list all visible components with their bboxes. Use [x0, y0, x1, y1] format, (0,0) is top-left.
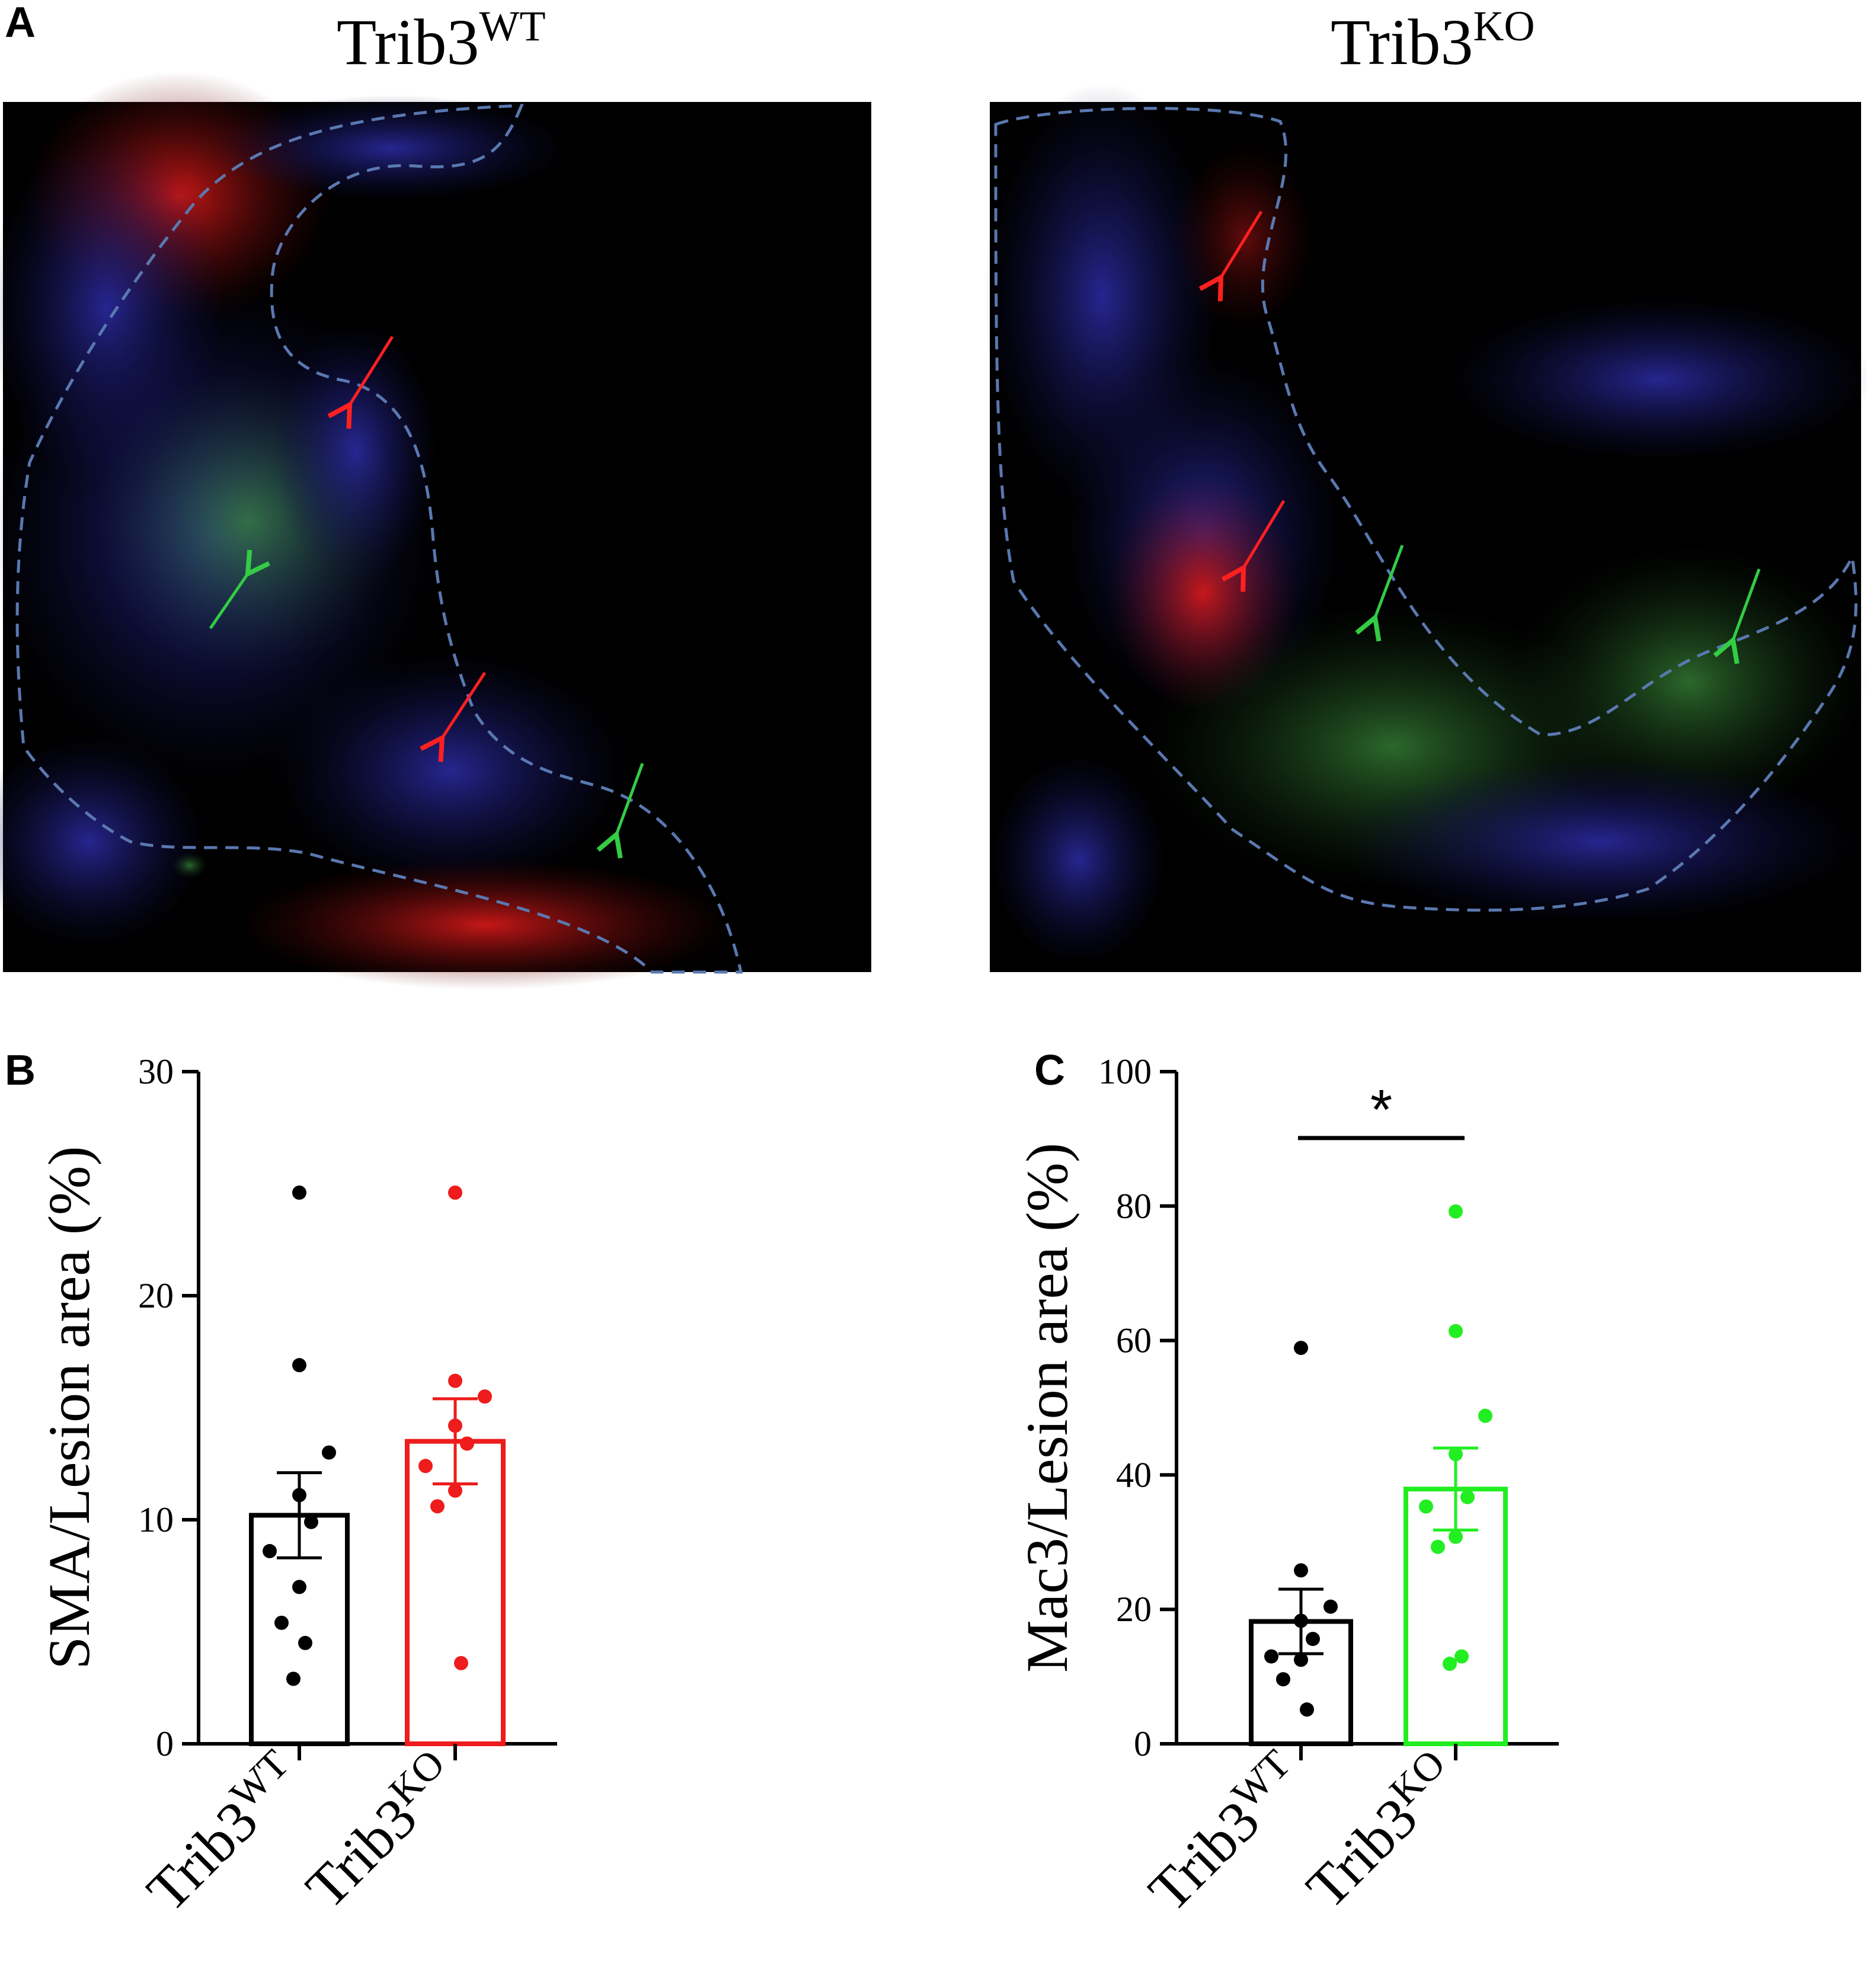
data-point	[448, 1483, 462, 1498]
panel-letter-a: A	[5, 0, 36, 46]
y-tick-label: 10	[138, 1500, 174, 1539]
data-point	[1294, 1341, 1308, 1356]
data-point	[1264, 1649, 1278, 1664]
y-tick-label: 40	[1116, 1455, 1152, 1494]
y-tick-label: 20	[1116, 1590, 1152, 1629]
data-point	[454, 1655, 468, 1670]
x-category-label: Trib3WT	[132, 1741, 315, 1924]
y-axis-title: Mac3/Lesion area (%)	[1014, 1143, 1080, 1673]
y-axis-title: SMA/Lesion area (%)	[36, 1146, 102, 1669]
data-point	[1300, 1702, 1314, 1717]
y-tick-label: 0	[156, 1724, 174, 1763]
data-point	[430, 1499, 445, 1514]
data-point	[1419, 1499, 1433, 1514]
data-point	[1443, 1657, 1457, 1671]
data-point	[1431, 1539, 1445, 1554]
data-point	[1460, 1490, 1475, 1504]
data-point	[1294, 1653, 1308, 1667]
x-category-label: Trib3WT	[1133, 1741, 1316, 1924]
data-point	[448, 1185, 462, 1200]
data-point	[1294, 1563, 1308, 1578]
y-tick-label: 30	[138, 1052, 174, 1091]
data-point	[460, 1436, 474, 1451]
micrograph-ko	[984, 83, 1867, 972]
panel-letter-b: B	[5, 1047, 36, 1094]
data-point	[298, 1635, 312, 1650]
panel-letter-c: C	[1034, 1047, 1065, 1094]
data-point	[1323, 1599, 1338, 1614]
data-point	[1454, 1649, 1469, 1664]
y-tick-label: 0	[1134, 1724, 1152, 1763]
data-point	[478, 1389, 492, 1404]
significance-star: *	[1370, 1078, 1392, 1142]
micrograph-wt	[0, 71, 871, 990]
data-point	[292, 1358, 306, 1373]
data-point	[286, 1671, 300, 1686]
data-point	[1449, 1324, 1463, 1338]
y-tick-label: 60	[1116, 1321, 1152, 1360]
chart-mac3-lesion: 0 20 40 60 80 100 Mac3/Lesion area (%) Trib3WTT…	[1014, 1052, 1559, 1924]
data-point	[292, 1580, 306, 1594]
data-point	[1449, 1529, 1463, 1544]
data-point	[263, 1543, 277, 1558]
image-title-ko: Trib3KO	[1331, 2, 1535, 78]
data-point	[1306, 1632, 1320, 1647]
data-point	[418, 1459, 433, 1474]
x-category-label: Trib3KO	[1291, 1741, 1471, 1921]
data-point	[304, 1514, 318, 1529]
data-point	[292, 1185, 306, 1200]
data-point	[274, 1615, 289, 1630]
data-point	[1478, 1408, 1492, 1423]
y-tick-label: 80	[1116, 1187, 1152, 1226]
data-point	[448, 1373, 462, 1388]
x-category-label: Trib3KO	[290, 1741, 471, 1921]
data-point	[322, 1445, 336, 1460]
image-title-wt: Trib3WT	[337, 2, 545, 78]
y-tick-label: 100	[1098, 1052, 1152, 1091]
data-point	[1449, 1204, 1463, 1219]
y-tick-label: 20	[138, 1276, 174, 1315]
data-point	[1276, 1672, 1290, 1687]
